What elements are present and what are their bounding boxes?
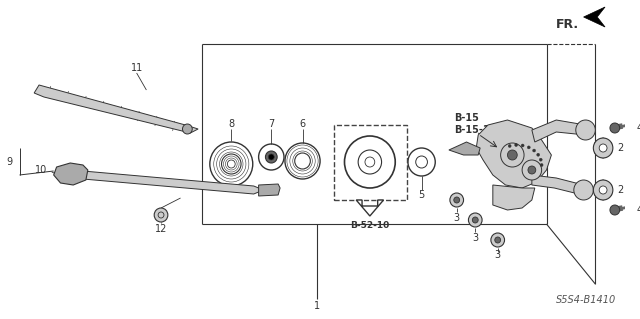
Circle shape — [532, 149, 536, 152]
Circle shape — [610, 205, 620, 215]
Text: 8: 8 — [228, 119, 234, 129]
Circle shape — [527, 146, 531, 149]
Polygon shape — [54, 163, 88, 185]
Circle shape — [70, 170, 76, 176]
Text: 12: 12 — [155, 224, 167, 234]
Circle shape — [266, 151, 277, 163]
Text: 1: 1 — [314, 301, 320, 311]
Circle shape — [508, 150, 517, 160]
Polygon shape — [532, 120, 586, 142]
Polygon shape — [595, 180, 612, 200]
Circle shape — [593, 138, 613, 158]
Text: S5S4-B1410: S5S4-B1410 — [556, 295, 616, 305]
Circle shape — [593, 180, 613, 200]
Text: 9: 9 — [6, 157, 13, 167]
Text: FR.: FR. — [556, 19, 579, 32]
Text: B-15-1: B-15-1 — [454, 125, 490, 135]
Circle shape — [508, 145, 511, 147]
Text: 6: 6 — [300, 119, 305, 129]
Circle shape — [154, 208, 168, 222]
Circle shape — [454, 197, 460, 203]
Text: 7: 7 — [268, 119, 275, 129]
Polygon shape — [584, 7, 605, 27]
Circle shape — [522, 160, 541, 180]
Circle shape — [450, 193, 463, 207]
Circle shape — [500, 143, 524, 167]
Circle shape — [576, 120, 595, 140]
Circle shape — [472, 217, 478, 223]
Circle shape — [537, 153, 540, 156]
Circle shape — [495, 237, 500, 243]
Text: 2: 2 — [618, 185, 624, 195]
Polygon shape — [356, 200, 383, 216]
Circle shape — [65, 165, 81, 181]
Text: 2: 2 — [618, 143, 624, 153]
Polygon shape — [34, 85, 198, 133]
Circle shape — [599, 186, 607, 194]
Polygon shape — [476, 120, 552, 188]
Polygon shape — [259, 184, 280, 196]
Circle shape — [610, 123, 620, 133]
Text: 4: 4 — [636, 123, 640, 133]
Polygon shape — [493, 185, 535, 210]
Polygon shape — [532, 175, 584, 195]
Circle shape — [540, 164, 543, 167]
Polygon shape — [73, 171, 264, 194]
Text: 3: 3 — [495, 250, 500, 260]
Polygon shape — [449, 142, 480, 155]
Circle shape — [540, 158, 542, 161]
Text: 11: 11 — [131, 63, 143, 73]
Circle shape — [491, 233, 504, 247]
Text: 4: 4 — [636, 205, 640, 215]
Circle shape — [182, 124, 192, 134]
Circle shape — [521, 144, 524, 147]
Circle shape — [528, 166, 536, 174]
Text: 5: 5 — [419, 190, 425, 200]
Text: 3: 3 — [454, 213, 460, 223]
Circle shape — [468, 213, 482, 227]
Text: B-15: B-15 — [454, 113, 479, 123]
Text: B-52-10: B-52-10 — [350, 221, 390, 231]
Polygon shape — [595, 138, 612, 158]
Circle shape — [268, 154, 274, 160]
Text: 10: 10 — [35, 165, 47, 175]
Circle shape — [574, 180, 593, 200]
Circle shape — [599, 144, 607, 152]
Text: 3: 3 — [472, 233, 478, 243]
Circle shape — [515, 144, 518, 146]
